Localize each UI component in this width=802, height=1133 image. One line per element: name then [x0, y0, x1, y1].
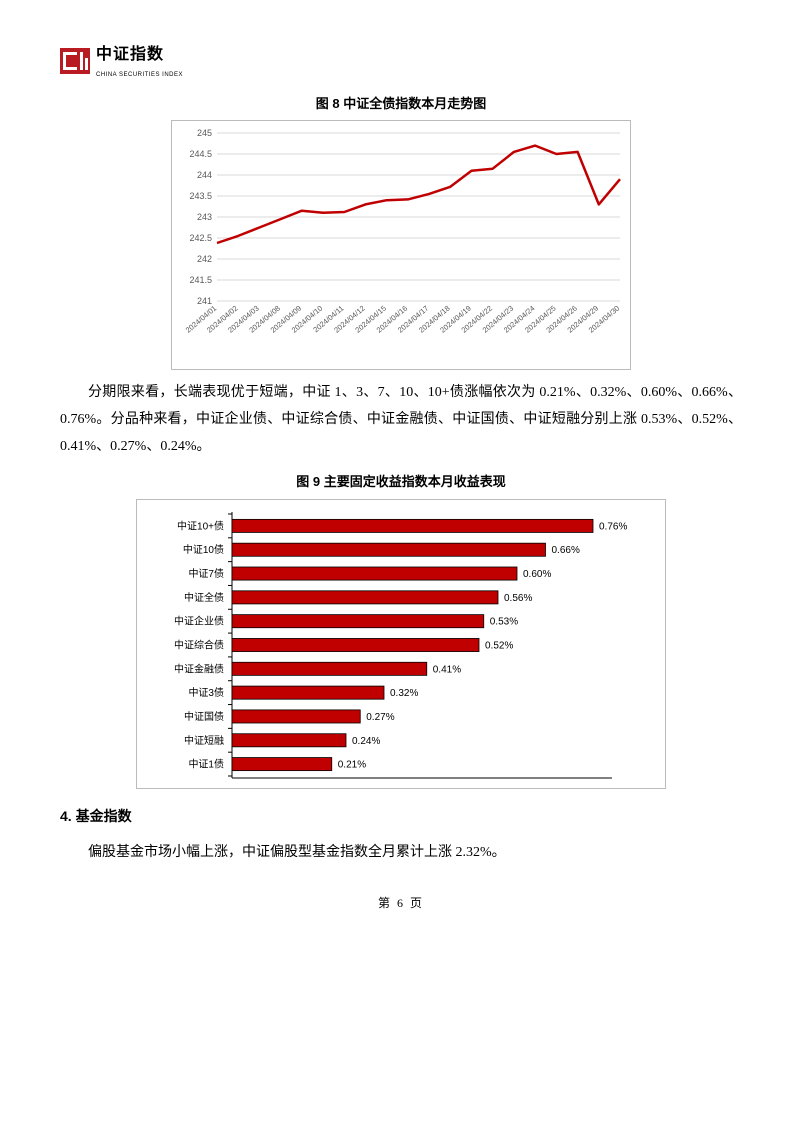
- svg-text:0.21%: 0.21%: [338, 760, 366, 771]
- svg-text:0.52%: 0.52%: [485, 640, 513, 651]
- svg-text:243.5: 243.5: [189, 191, 212, 201]
- svg-text:0.24%: 0.24%: [352, 736, 380, 747]
- svg-text:中证3债: 中证3债: [188, 686, 224, 699]
- logo-text: 中证指数 CHINA SECURITIES INDEX: [96, 40, 183, 82]
- svg-text:0.53%: 0.53%: [490, 617, 518, 628]
- svg-text:中证国债: 中证国债: [184, 710, 224, 723]
- svg-text:中证7债: 中证7债: [188, 567, 224, 580]
- logo-en: CHINA SECURITIES INDEX: [96, 70, 183, 81]
- fig9-title: 图 9 主要固定收益指数本月收益表现: [60, 470, 742, 495]
- page-number: 第 6 页: [60, 892, 742, 915]
- svg-text:0.66%: 0.66%: [552, 545, 580, 556]
- svg-text:242.5: 242.5: [189, 233, 212, 243]
- fig8-title: 图 8 中证全债指数本月走势图: [60, 92, 742, 117]
- logo-icon: [60, 48, 90, 74]
- svg-text:0.41%: 0.41%: [433, 664, 461, 675]
- logo-cn: 中证指数: [96, 40, 183, 70]
- paragraph-1: 分期限来看，长端表现优于短端，中证 1、3、7、10、10+债涨幅依次为 0.2…: [60, 380, 742, 460]
- svg-text:中证10债: 中证10债: [183, 543, 224, 556]
- header-logo: 中证指数 CHINA SECURITIES INDEX: [60, 40, 742, 82]
- svg-text:0.76%: 0.76%: [599, 521, 627, 532]
- svg-text:中证短融: 中证短融: [184, 734, 224, 747]
- fig8-chart: 241241.5242242.5243243.5244244.52452024/…: [171, 120, 631, 370]
- svg-text:241: 241: [197, 296, 212, 306]
- svg-text:中证金融债: 中证金融债: [174, 662, 224, 675]
- svg-text:244: 244: [197, 170, 212, 180]
- svg-text:0.27%: 0.27%: [366, 712, 394, 723]
- svg-text:中证1债: 中证1债: [188, 758, 224, 771]
- svg-text:中证10+债: 中证10+债: [177, 519, 224, 532]
- svg-text:242: 242: [197, 254, 212, 264]
- svg-text:中证全债: 中证全债: [184, 591, 224, 604]
- svg-text:241.5: 241.5: [189, 275, 212, 285]
- fig9-chart: 中证10+债 0.76% 中证10债 0.66% 中证7债 0.60% 中证全债 0.56% 中…: [136, 499, 666, 789]
- svg-text:中证企业债: 中证企业债: [174, 615, 224, 628]
- svg-text:243: 243: [197, 212, 212, 222]
- paragraph-2: 偏股基金市场小幅上涨，中证偏股型基金指数全月累计上涨 2.32%。: [60, 840, 742, 867]
- svg-text:中证综合债: 中证综合债: [174, 638, 224, 651]
- svg-text:0.32%: 0.32%: [390, 688, 418, 699]
- svg-text:0.56%: 0.56%: [504, 593, 532, 604]
- svg-text:0.60%: 0.60%: [523, 569, 551, 580]
- svg-text:244.5: 244.5: [189, 149, 212, 159]
- svg-text:245: 245: [197, 128, 212, 138]
- section4-head: 4. 基金指数: [60, 803, 742, 830]
